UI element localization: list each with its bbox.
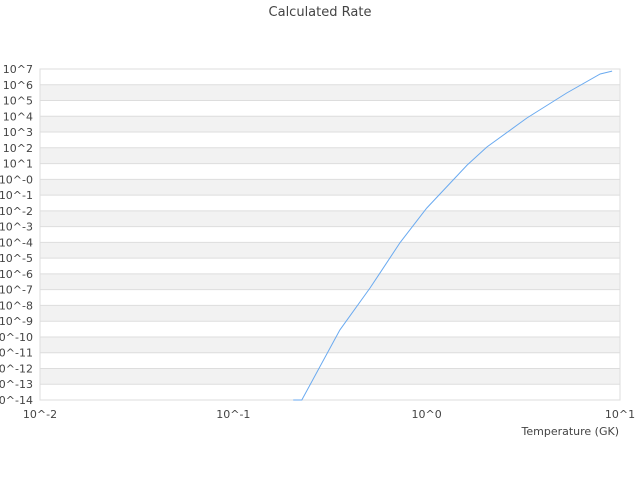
y-tick-label: 10^-3 xyxy=(0,221,33,234)
y-tick-label: 10^5 xyxy=(3,95,33,108)
grid-band xyxy=(40,368,620,385)
grid-band xyxy=(40,84,620,101)
x-tick-label: 10^-2 xyxy=(23,408,57,421)
series-line xyxy=(293,70,613,401)
y-tick-label: 10^-2 xyxy=(0,205,33,218)
x-axis-label: Temperature (GK) xyxy=(521,425,620,438)
grid-bands xyxy=(40,68,620,401)
grid-band xyxy=(40,273,620,290)
y-tick-label: 10^-14 xyxy=(0,394,33,407)
x-tick-label: 10^-1 xyxy=(216,408,250,421)
grid-band xyxy=(40,147,620,164)
grid-band xyxy=(40,305,620,322)
y-tick-label: 10^-9 xyxy=(0,315,33,328)
grid-band xyxy=(40,242,620,259)
grid-band xyxy=(40,210,620,227)
y-tick-label: 10^-6 xyxy=(0,268,33,281)
y-tick-label: 10^-12 xyxy=(0,362,33,375)
y-tick-label: 10^-0 xyxy=(0,173,33,186)
grid-band xyxy=(40,116,620,133)
y-tick-label: 10^-10 xyxy=(0,331,33,344)
x-tick-label: 10^0 xyxy=(412,408,442,421)
y-tick-label: 10^4 xyxy=(3,110,33,123)
y-tick-label: 10^7 xyxy=(3,63,33,76)
y-tick-label: 10^-11 xyxy=(0,347,33,360)
y-tick-label: 10^2 xyxy=(3,142,33,155)
grid-band xyxy=(40,179,620,196)
y-tick-label: 10^-1 xyxy=(0,189,33,202)
y-axis: 10^7 10^6 10^5 10^4 10^3 10^2 10^1 10^-0 10^-1 10… xyxy=(0,63,33,407)
y-tick-label: 10^-5 xyxy=(0,252,33,265)
y-tick-label: 10^-7 xyxy=(0,284,33,297)
grid-band xyxy=(40,336,620,353)
y-tick-label: 10^1 xyxy=(3,158,33,171)
y-tick-label: 10^-4 xyxy=(0,236,33,249)
y-tick-label: 10^6 xyxy=(3,79,33,92)
x-axis: 10^-2 10^-1 10^0 10^1 xyxy=(23,408,635,421)
y-tick-label: 10^-8 xyxy=(0,299,33,312)
plot-frame xyxy=(39,68,621,401)
y-tick-label: 10^-13 xyxy=(0,378,33,391)
x-tick-label: 10^1 xyxy=(605,408,635,421)
chart-title: Calculated Rate xyxy=(269,5,372,20)
y-tick-label: 10^3 xyxy=(3,126,33,139)
